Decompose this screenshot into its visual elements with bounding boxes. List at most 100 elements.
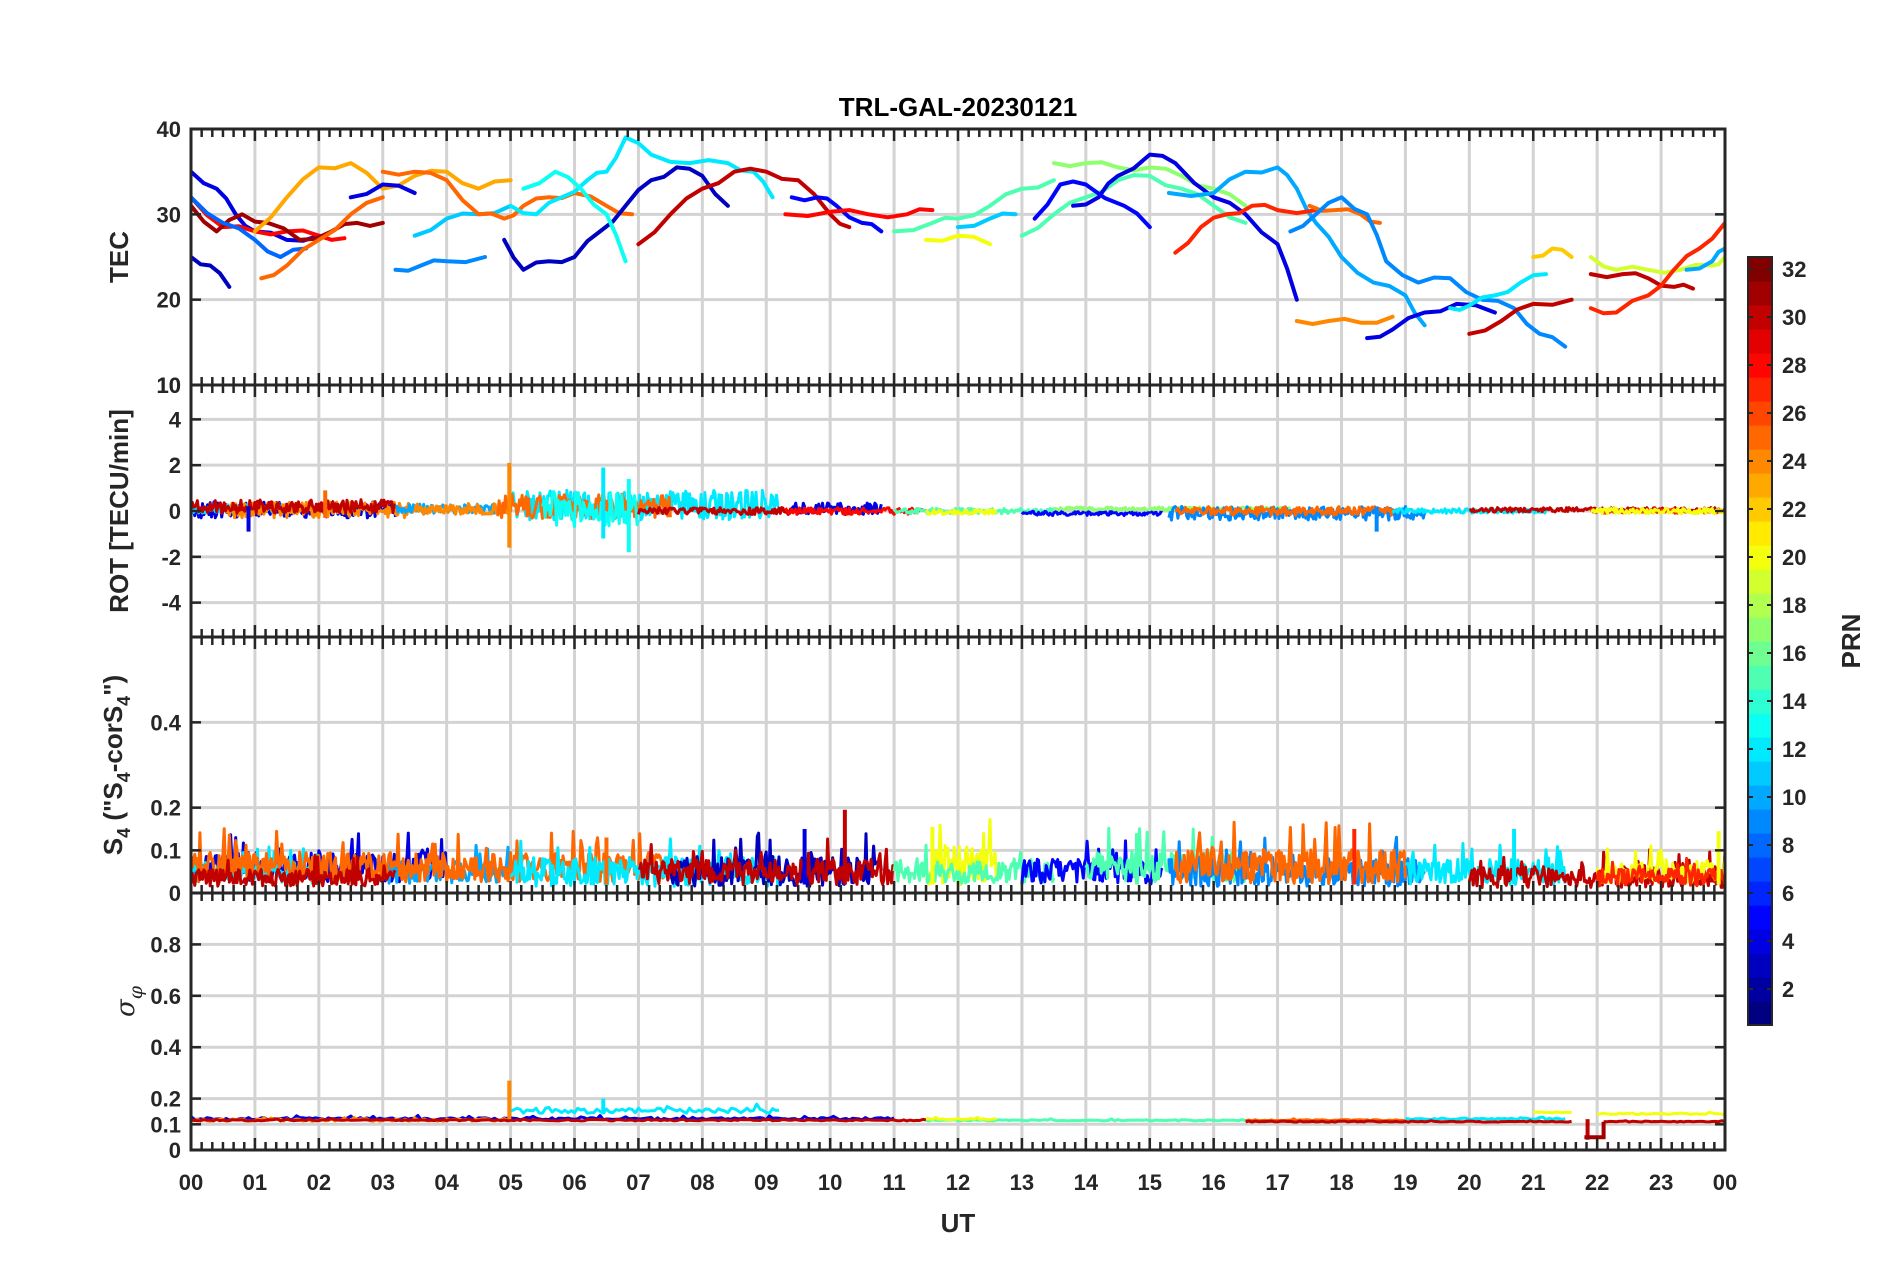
tec-series-prn-12 [508, 135, 775, 217]
tec-series-prn-30 [636, 166, 852, 247]
panel-sigma-frame [189, 891, 1727, 1152]
x-tick-label: 23 [1649, 1170, 1673, 1195]
sigma-signal-prn-12 [1405, 1115, 1566, 1122]
sigma-signal-prn-20 [925, 1115, 997, 1122]
colorbar-tick-label: 8 [1782, 833, 1794, 858]
x-tick-label: 10 [818, 1170, 842, 1195]
colorbar-cell-prn-19 [1748, 569, 1772, 594]
panel-tec-ylabel: TEC [104, 231, 134, 283]
colorbar-tick-label: 30 [1782, 305, 1806, 330]
x-tick-label: 01 [243, 1170, 267, 1195]
colorbar-tick-label: 2 [1782, 977, 1794, 1002]
tec-series-prn-27 [1588, 220, 1725, 316]
tec-series-prn-4 [1071, 152, 1299, 302]
y-tick-label: 0.4 [150, 710, 181, 735]
x-tick-label: 19 [1393, 1170, 1417, 1195]
s4-signal-prn-12 [1404, 842, 1567, 886]
sigma-segment-prn-31 [1584, 1121, 1606, 1140]
x-tick-label: 20 [1457, 1170, 1481, 1195]
y-tick-label: 0.6 [150, 984, 181, 1009]
rot-signal-prn-24 [413, 502, 511, 516]
colorbar-cell-prn-15 [1748, 665, 1772, 690]
y-tick-label: 0 [169, 881, 181, 906]
colorbar-tick-label: 16 [1782, 641, 1806, 666]
y-tick-label: 4 [169, 407, 182, 432]
x-tick-label: 18 [1329, 1170, 1353, 1195]
panel-tec-data [191, 135, 1725, 349]
colorbar-cell-prn-21 [1748, 521, 1772, 546]
tec-series-prn-30 [1467, 297, 1574, 336]
y-tick-label: 0 [169, 499, 181, 524]
tec-series-prn-3 [502, 165, 730, 272]
colorbar-cell-prn-13 [1748, 713, 1772, 738]
y-tick-label: 10 [157, 373, 181, 398]
y-tick-label: 0.2 [150, 1087, 181, 1112]
x-tick-label: 17 [1265, 1170, 1289, 1195]
rot-signal-prn-20 [1590, 506, 1725, 516]
panel-sigma: 00.10.2 0.4 0.6 0.8 σφ [111, 891, 1727, 1163]
x-tick-label: 00 [179, 1170, 203, 1195]
colorbar-cell-prn-3 [1748, 953, 1772, 978]
colorbar-tick-label: 24 [1782, 449, 1807, 474]
colorbar-tick-label: 26 [1782, 401, 1806, 426]
x-tick-label: 12 [946, 1170, 970, 1195]
panel-s4: 0 0.1 0.2 0.4 S4 ("S4-corS4") [98, 635, 1727, 906]
rot-signal-prn-5 [1020, 509, 1164, 517]
colorbar-cell-prn-7 [1748, 857, 1772, 882]
tec-series-prn-12 [1448, 272, 1548, 312]
tec-series-prn-23 [252, 161, 513, 234]
rot-signal-prn-13 [541, 490, 640, 529]
tec-series-prn-31 [191, 203, 385, 242]
colorbar-tick-label: 22 [1782, 497, 1806, 522]
colorbar-cell-prn-29 [1748, 329, 1772, 354]
tec-series-prn-9 [1288, 195, 1568, 349]
tec-series-prn-27 [1173, 202, 1318, 255]
tec-series-prn-9 [393, 255, 487, 273]
tec-series-prn-25 [259, 195, 385, 281]
colorbar-cell-prn-23 [1748, 473, 1772, 498]
x-tick-label: 22 [1585, 1170, 1609, 1195]
x-tick-label: 21 [1521, 1170, 1545, 1195]
colorbar-frame [1747, 256, 1773, 1026]
colorbar-cell-prn-31 [1748, 281, 1772, 306]
y-tick-label: 0.1 [150, 838, 181, 863]
tec-series-prn-8 [191, 195, 309, 259]
tec-series-prn-22 [1531, 246, 1574, 259]
rot-signal-prn-25 [1174, 505, 1395, 517]
x-tick-label: 00 [1713, 1170, 1737, 1195]
colorbar-tick-label: 12 [1782, 737, 1806, 762]
y-tick-label: 0.4 [150, 1035, 181, 1060]
x-tick-label: 11 [882, 1170, 905, 1195]
colorbar-tick-label: 14 [1782, 689, 1807, 714]
s4-signal-prn-30 [191, 854, 397, 888]
panel-rot: -4 -2 0 2 4 10 ROT [TECU/min] [104, 373, 1727, 639]
colorbar-cell-prn-17 [1748, 617, 1772, 642]
tec-series-prn-20 [924, 233, 992, 247]
colorbar-tick-label: 18 [1782, 593, 1806, 618]
x-tick-label: 05 [498, 1170, 522, 1195]
y-tick-label: 40 [157, 117, 181, 142]
chart-title: TRL-GAL-20230121 [839, 92, 1077, 122]
y-tick-label: 0 [169, 1138, 181, 1163]
sigma-signal-prn-20 [1596, 1110, 1725, 1116]
y-tick-label: 0.1 [150, 1112, 181, 1137]
x-tick-label: 08 [690, 1170, 714, 1195]
tec-series-prn-4 [348, 182, 417, 200]
x-tick-label: 16 [1201, 1170, 1225, 1195]
y-tick-label: -2 [161, 545, 181, 570]
tec-series-prn-4 [191, 169, 321, 243]
colorbar-tick-label: 10 [1782, 785, 1806, 810]
rot-signal-prn-30 [191, 498, 397, 515]
tec-series-prn-5 [1032, 179, 1152, 230]
y-tick-label: 30 [157, 202, 181, 227]
panel-tec-grid [191, 129, 1725, 385]
sigma-signal-prn-30 [191, 1117, 927, 1123]
x-tick-label: 04 [434, 1170, 459, 1195]
colorbar-cell-prn-1 [1748, 1001, 1772, 1026]
panel-sigma-data [191, 1080, 1725, 1140]
y-tick-label: 10 [157, 373, 181, 398]
colorbar-label: PRN [1836, 614, 1866, 669]
x-tick-label: 15 [1138, 1170, 1162, 1195]
